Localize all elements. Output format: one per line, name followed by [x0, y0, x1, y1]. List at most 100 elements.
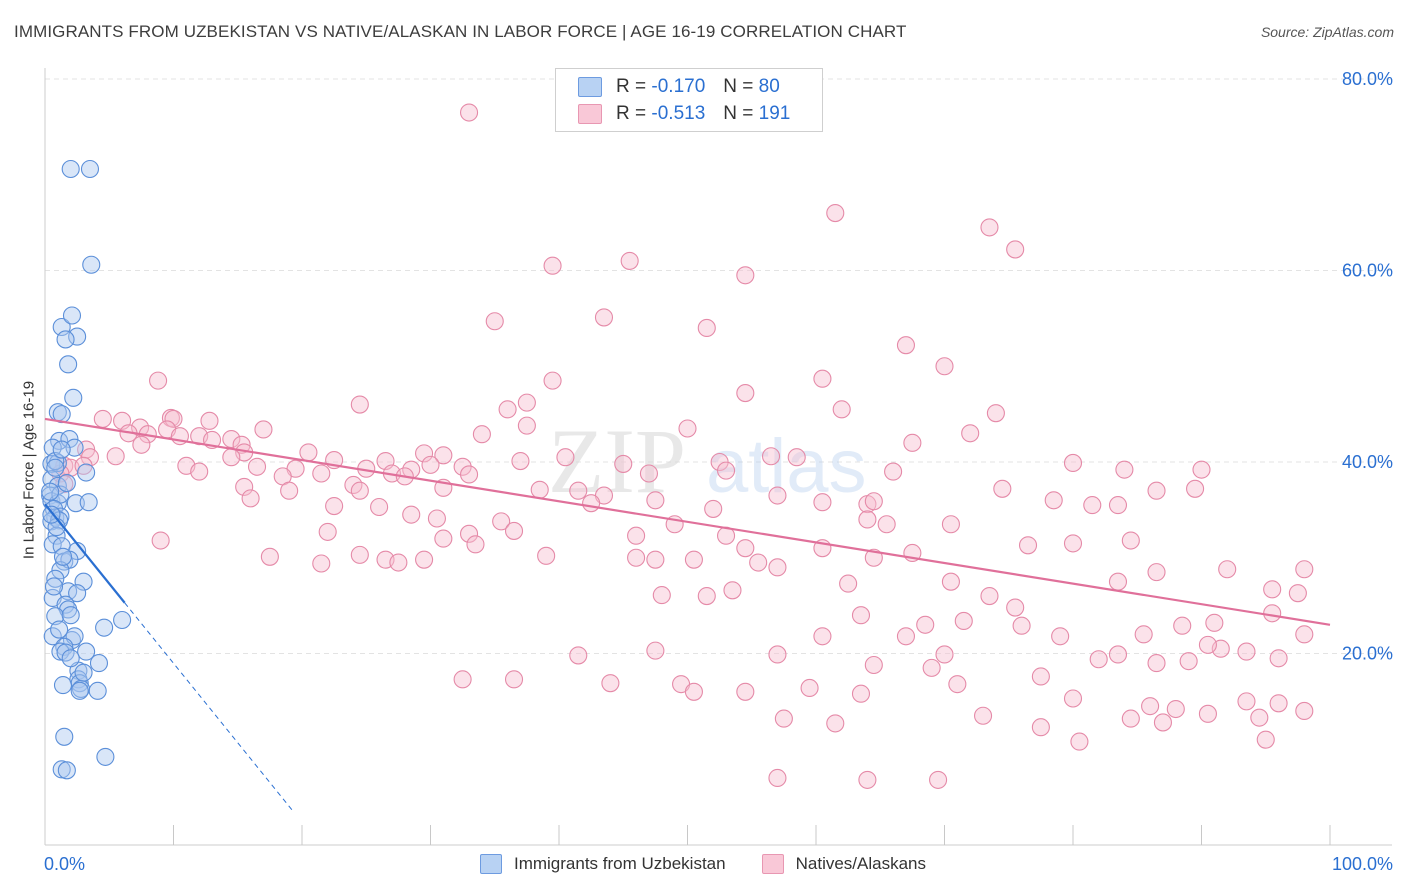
natives-point	[149, 371, 168, 390]
natives-point	[1269, 694, 1288, 713]
natives-point	[678, 419, 697, 438]
uzbekistan-point	[52, 760, 71, 779]
uzbekistan-point	[57, 761, 76, 780]
natives-point	[1269, 649, 1288, 668]
natives-point	[1063, 453, 1083, 473]
natives-point	[1198, 635, 1217, 654]
natives-point	[826, 204, 845, 223]
natives-point	[1115, 460, 1134, 479]
natives-point	[1147, 563, 1166, 582]
uzbekistan-point	[68, 327, 87, 346]
natives-point	[543, 256, 562, 275]
natives-point	[1147, 481, 1166, 500]
natives-point	[350, 395, 369, 414]
natives-point	[299, 443, 318, 462]
natives-point	[1295, 560, 1314, 579]
y-tick-label: 80.0%	[1342, 69, 1393, 89]
uzbekistan-trend-extension	[124, 602, 295, 814]
natives-point	[1083, 496, 1102, 515]
legend-n-label: N =	[723, 76, 754, 97]
natives-point	[1250, 708, 1269, 727]
natives-point	[350, 481, 369, 500]
natives-point	[325, 496, 344, 516]
natives-point	[1237, 692, 1256, 711]
natives-point	[1263, 580, 1282, 599]
correlation-legend: R = -0.170 N = 80 R = -0.513 N = 191	[555, 68, 823, 132]
natives-point	[164, 409, 183, 428]
uzbekistan-point	[46, 607, 65, 626]
natives-point	[106, 447, 125, 466]
natives-point	[569, 481, 588, 500]
legend-n-value: 191	[758, 103, 791, 124]
uzbekistan-point	[62, 306, 82, 325]
legend-swatch-blue	[479, 854, 502, 874]
natives-point	[620, 251, 639, 270]
uzbekistan-points	[41, 159, 132, 780]
natives-point	[1173, 616, 1192, 635]
uzbekistan-trend-line	[44, 503, 126, 604]
natives-point	[787, 448, 806, 467]
natives-point	[813, 627, 832, 646]
uzbekistan-point	[59, 355, 78, 374]
natives-point	[504, 521, 524, 540]
legend-r-label: R =	[616, 103, 647, 124]
uzbekistan-point	[59, 582, 78, 601]
y-tick-label: 60.0%	[1342, 261, 1393, 281]
natives-point	[1295, 625, 1314, 644]
uzbekistan-point	[79, 493, 98, 512]
uzbekistan-point	[113, 610, 132, 630]
natives-point	[884, 462, 903, 481]
natives-point	[684, 550, 703, 569]
natives-point	[896, 627, 916, 646]
natives-point	[877, 515, 896, 534]
natives-point	[530, 480, 549, 499]
natives-point	[1237, 642, 1256, 661]
natives-point	[434, 529, 453, 548]
natives-point	[517, 393, 536, 412]
uzbekistan-point	[82, 255, 101, 274]
natives-point	[402, 505, 421, 524]
source-label: Source: ZipAtlas.com	[1260, 24, 1394, 40]
natives-point	[1006, 240, 1025, 259]
natives-point	[1263, 604, 1282, 623]
uzbekistan-point	[64, 388, 83, 407]
uzbekistan-point	[56, 330, 75, 349]
natives-point	[749, 553, 768, 572]
uzbekistan-point	[46, 458, 65, 477]
natives-point	[1063, 689, 1083, 708]
x-tick-label: 100.0%	[1332, 854, 1393, 874]
uzbekistan-point	[96, 747, 115, 766]
natives-point	[1108, 572, 1128, 591]
uzbekistan-point	[44, 577, 64, 596]
natives-point	[459, 465, 479, 484]
uzbekistan-point	[43, 535, 62, 554]
uzbekistan-point	[41, 482, 60, 501]
uzbekistan-point	[61, 606, 80, 625]
legend-n-label: N =	[723, 103, 754, 124]
natives-point	[627, 548, 646, 567]
natives-point	[774, 709, 793, 728]
natives-point	[537, 546, 556, 565]
natives-point	[1186, 479, 1205, 498]
uzbekistan-point	[48, 453, 67, 473]
natives-point	[1121, 531, 1140, 550]
natives-point	[453, 457, 472, 476]
natives-point	[813, 493, 832, 512]
natives-point	[93, 409, 112, 428]
natives-point	[768, 558, 787, 577]
legend-row-uzbekistan: R = -0.170 N = 80	[578, 75, 780, 99]
uzbekistan-point	[50, 620, 69, 639]
y-tick-label: 20.0%	[1342, 644, 1393, 664]
series-legend: Immigrants from Uzbekistan Natives/Alask…	[0, 851, 1406, 877]
natives-point	[459, 103, 479, 122]
natives-point	[1108, 645, 1128, 664]
natives-point	[235, 477, 254, 496]
natives-point	[498, 400, 517, 419]
natives-point	[864, 655, 883, 675]
natives-point	[716, 461, 736, 480]
natives-point	[768, 768, 787, 788]
natives-point	[813, 369, 832, 388]
natives-point	[415, 550, 434, 569]
natives-point	[492, 512, 511, 531]
natives-point	[922, 658, 941, 677]
